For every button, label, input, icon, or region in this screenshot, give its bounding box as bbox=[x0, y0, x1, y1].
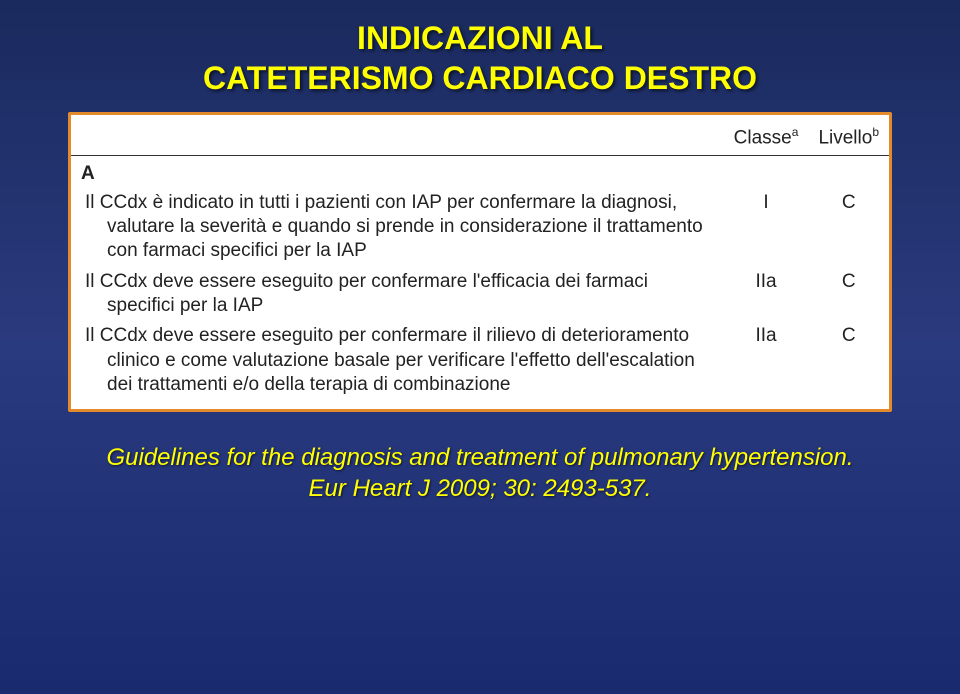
row-desc: Il CCdx deve essere eseguito per conferm… bbox=[71, 320, 724, 399]
col-livello-label: Livello bbox=[818, 127, 872, 148]
col-classe: Classea bbox=[724, 121, 809, 156]
slide-title: INDICAZIONI AL CATETERISMO CARDIACO DEST… bbox=[40, 18, 920, 98]
row-livello: C bbox=[808, 320, 889, 399]
row-desc: Il CCdx deve essere eseguito per conferm… bbox=[71, 266, 724, 321]
title-line-1: INDICAZIONI AL bbox=[40, 18, 920, 58]
table-row: Il CCdx deve essere eseguito per conferm… bbox=[71, 320, 889, 399]
citation-line-2: Eur Heart J 2009; 30: 2493-537. bbox=[309, 475, 652, 502]
col-classe-sup: a bbox=[792, 125, 799, 139]
section-row: A bbox=[71, 156, 889, 187]
col-livello-sup: b bbox=[872, 125, 879, 139]
guidelines-table: Classea Livellob A Il CCdx è indicato in… bbox=[71, 121, 889, 399]
citation: Guidelines for the diagnosis and treatme… bbox=[40, 442, 920, 504]
row-classe: IIa bbox=[724, 320, 809, 399]
row-desc: Il CCdx è indicato in tutti i pazienti c… bbox=[71, 187, 724, 266]
row-livello: C bbox=[808, 266, 889, 321]
section-label: A bbox=[71, 156, 889, 187]
table-row: Il CCdx è indicato in tutti i pazienti c… bbox=[71, 187, 889, 266]
table-header-row: Classea Livellob bbox=[71, 121, 889, 156]
table-row: Il CCdx deve essere eseguito per conferm… bbox=[71, 266, 889, 321]
title-line-2: CATETERISMO CARDIACO DESTRO bbox=[40, 58, 920, 98]
col-classe-label: Classe bbox=[734, 127, 792, 148]
col-livello: Livellob bbox=[808, 121, 889, 156]
row-classe: I bbox=[724, 187, 809, 266]
row-livello: C bbox=[808, 187, 889, 266]
guidelines-table-container: Classea Livellob A Il CCdx è indicato in… bbox=[68, 112, 892, 412]
citation-line-1: Guidelines for the diagnosis and treatme… bbox=[106, 444, 853, 471]
row-classe: IIa bbox=[724, 266, 809, 321]
slide: INDICAZIONI AL CATETERISMO CARDIACO DEST… bbox=[0, 0, 960, 694]
